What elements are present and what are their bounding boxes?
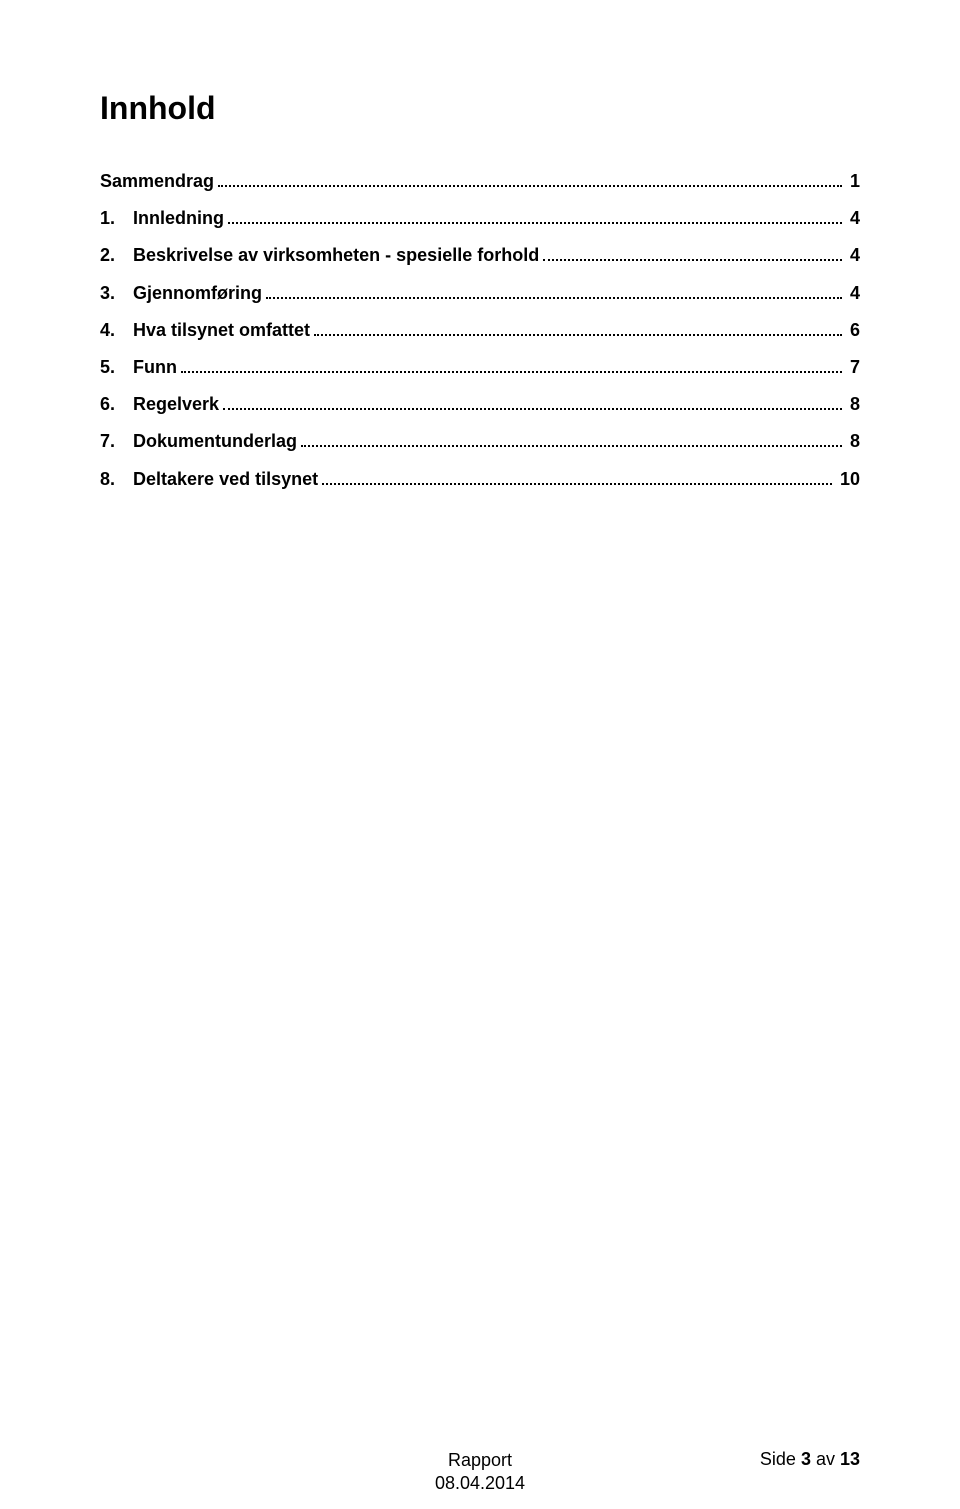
toc-leader-dots bbox=[322, 474, 832, 485]
toc-text: Funn bbox=[133, 357, 177, 377]
document-page: Innhold Sammendrag 1 1. Innledning 4 2. … bbox=[0, 0, 960, 1509]
footer-center: Rapport 08.04.2014 bbox=[435, 1449, 525, 1496]
toc-number: 1. bbox=[100, 206, 128, 231]
toc-text: Beskrivelse av virksomheten - spesielle … bbox=[133, 245, 539, 265]
toc-leader-dots bbox=[266, 288, 842, 299]
toc-number: 3. bbox=[100, 281, 128, 306]
toc-leader-dots bbox=[218, 176, 842, 187]
toc-page-number: 4 bbox=[846, 243, 860, 268]
toc-entry: 6. Regelverk 8 bbox=[100, 392, 860, 417]
toc-label: 8. Deltakere ved tilsynet bbox=[100, 467, 318, 492]
footer-report-label: Rapport bbox=[435, 1449, 525, 1472]
toc-label: Sammendrag bbox=[100, 169, 214, 194]
toc-entry: 7. Dokumentunderlag 8 bbox=[100, 429, 860, 454]
toc-label: 6. Regelverk bbox=[100, 392, 219, 417]
toc-entry: 4. Hva tilsynet omfattet 6 bbox=[100, 318, 860, 343]
footer-total-pages: 13 bbox=[840, 1449, 860, 1469]
toc-page-number: 4 bbox=[846, 206, 860, 231]
toc-text: Gjennomføring bbox=[133, 283, 262, 303]
toc-label: 4. Hva tilsynet omfattet bbox=[100, 318, 310, 343]
toc-leader-dots bbox=[314, 325, 842, 336]
toc-entry: 2. Beskrivelse av virksomheten - spesiel… bbox=[100, 243, 860, 268]
toc-leader-dots bbox=[181, 362, 842, 373]
toc-label: 5. Funn bbox=[100, 355, 177, 380]
toc-entry: 3. Gjennomføring 4 bbox=[100, 281, 860, 306]
toc-entry: 5. Funn 7 bbox=[100, 355, 860, 380]
toc-label: 1. Innledning bbox=[100, 206, 224, 231]
footer-current-page: 3 bbox=[801, 1449, 811, 1469]
toc-label: 3. Gjennomføring bbox=[100, 281, 262, 306]
toc-leader-dots bbox=[223, 399, 842, 410]
toc-page-number: 1 bbox=[846, 169, 860, 194]
toc-label: 2. Beskrivelse av virksomheten - spesiel… bbox=[100, 243, 539, 268]
toc-number: 4. bbox=[100, 318, 128, 343]
toc-page-number: 7 bbox=[846, 355, 860, 380]
toc-page-number: 6 bbox=[846, 318, 860, 343]
footer-date: 08.04.2014 bbox=[435, 1472, 525, 1495]
toc-text: Dokumentunderlag bbox=[133, 431, 297, 451]
toc-number: 6. bbox=[100, 392, 128, 417]
toc-entry: 1. Innledning 4 bbox=[100, 206, 860, 231]
toc-leader-dots bbox=[228, 213, 842, 224]
toc-number: 5. bbox=[100, 355, 128, 380]
footer-page-indicator: Side 3 av 13 bbox=[760, 1449, 860, 1470]
toc-number: 7. bbox=[100, 429, 128, 454]
toc-page-number: 4 bbox=[846, 281, 860, 306]
toc-page-number: 8 bbox=[846, 429, 860, 454]
footer-side-prefix: Side bbox=[760, 1449, 801, 1469]
toc-page-number: 8 bbox=[846, 392, 860, 417]
toc-label: 7. Dokumentunderlag bbox=[100, 429, 297, 454]
toc-text: Hva tilsynet omfattet bbox=[133, 320, 310, 340]
toc-number: 2. bbox=[100, 243, 128, 268]
toc-entry: 8. Deltakere ved tilsynet 10 bbox=[100, 467, 860, 492]
toc-text: Innledning bbox=[133, 208, 224, 228]
toc-leader-dots bbox=[301, 437, 842, 448]
toc-entry: Sammendrag 1 bbox=[100, 169, 860, 194]
page-title: Innhold bbox=[100, 90, 860, 127]
toc-number: 8. bbox=[100, 467, 128, 492]
toc-text: Deltakere ved tilsynet bbox=[133, 469, 318, 489]
toc-leader-dots bbox=[543, 251, 842, 262]
toc-page-number: 10 bbox=[836, 467, 860, 492]
footer-av: av bbox=[811, 1449, 840, 1469]
toc-text: Regelverk bbox=[133, 394, 219, 414]
table-of-contents: Sammendrag 1 1. Innledning 4 2. Beskrive… bbox=[100, 169, 860, 492]
